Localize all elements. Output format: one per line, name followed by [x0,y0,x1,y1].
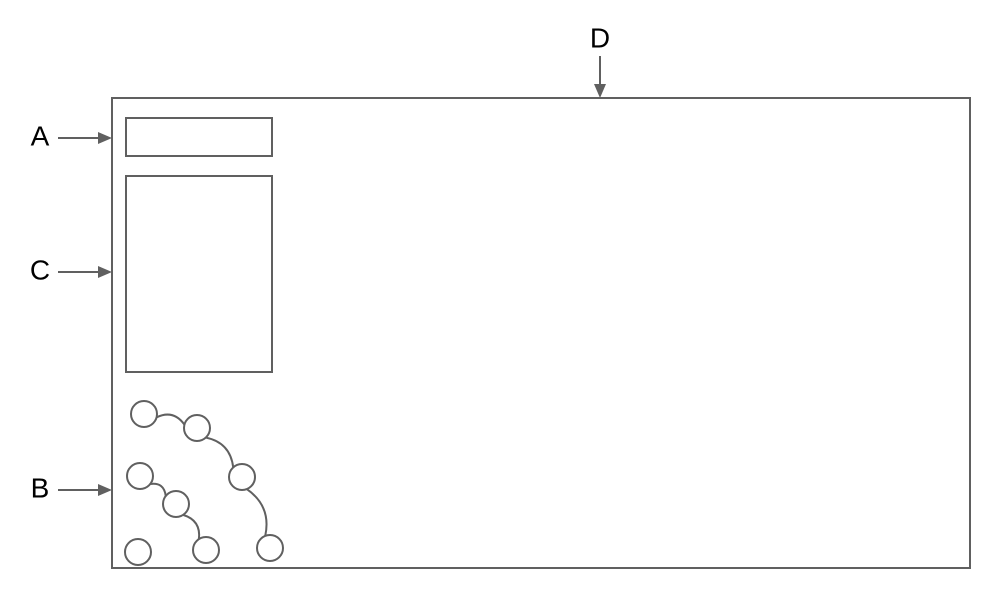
outer-rect [112,98,970,568]
node-circle [131,401,157,427]
callout-label-a: A [31,120,50,151]
connector-arc [150,484,165,496]
region-a [126,118,272,156]
arrow-head-icon [98,132,112,144]
arrow-head-icon [98,266,112,278]
callout-label-b: B [31,472,50,503]
node-circle [257,535,283,561]
arrow-head-icon [98,484,112,496]
node-circle [184,415,210,441]
callout-label-d: D [590,22,610,53]
callout-label-c: C [30,254,50,285]
region-c [126,176,272,372]
connector-arc [247,489,267,536]
node-circle [229,464,255,490]
connector-arc [206,438,233,468]
connector-arc [183,515,199,539]
node-circle [163,491,189,517]
node-circle [193,537,219,563]
connector-arc [157,415,185,425]
node-circle [125,539,151,565]
arrow-head-icon [594,84,606,98]
node-circle [127,463,153,489]
